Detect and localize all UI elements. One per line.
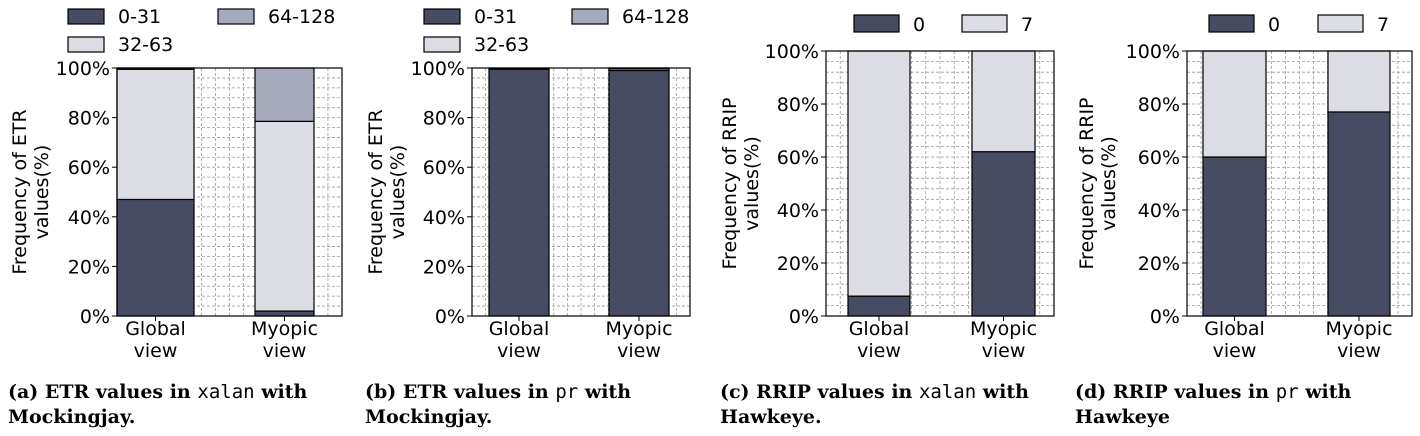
legend-swatch-7 [961,14,1008,33]
y-tick-label: 0% [80,306,110,328]
bar-segment-0-0 [1202,156,1267,317]
caption-c-text: (c) RRIP values in [720,381,919,403]
y-tick-label: 20% [777,253,819,275]
y-tick-label: 0% [1150,306,1180,328]
plot-frame [471,67,691,317]
caption-b-text: (b) ETR values in [365,381,556,403]
plot-frame [825,50,1055,317]
y-tick-label: 80% [1138,94,1180,116]
legend-label-7: 7 [1377,14,1389,36]
bar-segment-0-31-0 [488,68,550,317]
legend-swatch-64-128 [571,8,609,25]
chart-panel-1: Global view Myopic view 0% 20% 40% 60% 80% 100% Fr… [365,6,691,362]
legend-swatch-0 [1208,14,1255,33]
caption-a: (a) ETR values in xalan with Mockingjay. [8,380,338,430]
bar-segment-64-128-1 [254,67,315,122]
caption-a-text: (a) ETR values in [8,381,198,403]
y-tick-label: 60% [68,157,110,179]
caption-d-rest: with Hawkeye [1075,381,1352,428]
y-tick-label: 100% [56,58,110,80]
caption-c-code: xalan [918,381,977,403]
plot-frame [116,67,343,317]
y-tick-label: 40% [68,207,110,229]
chart-panel-3: Global view Myopic view 0% 20% 40% 60% 80% 100% Fr… [1076,14,1413,362]
plot-frame [1186,50,1413,317]
y-axis-label: Frequency of RRIPvalues(%) [1076,97,1120,269]
legend-swatch-32-63 [67,36,105,53]
y-tick-label: 100% [411,58,465,80]
legend-label-0: 0 [913,14,925,36]
bar-segment-32-63-1 [254,120,315,312]
legend-swatch-0-31 [423,8,461,25]
legend-label-0: 0 [1268,14,1280,36]
y-tick-label: 60% [423,157,465,179]
chart-panel-2: Global view Myopic view 0% 20% 40% 60% 80% 100% Fr… [719,14,1055,362]
y-tick-label: 60% [777,147,819,169]
legend-label-7: 7 [1021,14,1033,36]
legend-label-32-63: 32-63 [474,34,529,56]
caption-c: (c) RRIP values in xalan with Hawkeye. [720,380,1050,430]
x-tick-label: Global view [125,318,186,362]
x-tick-label: Myopic view [970,318,1037,362]
legend-swatch-0-31 [67,8,105,25]
caption-a-rest: with Mockingjay. [8,381,308,428]
y-tick-label: 100% [1126,41,1180,63]
caption-b-rest: with Mockingjay. [365,381,632,428]
x-tick-label: Global view [849,318,910,362]
x-tick-label: Global view [489,318,550,362]
y-tick-label: 40% [777,200,819,222]
y-tick-label: 20% [1138,253,1180,275]
caption-b-code: pr [555,381,579,403]
legend-swatch-32-63 [423,36,461,53]
y-tick-label: 40% [1138,200,1180,222]
legend-label-64-128: 64-128 [622,6,689,28]
y-tick-label: 80% [777,94,819,116]
caption-c-rest: with Hawkeye. [720,381,1029,428]
bar-segment-7-0 [1202,50,1267,158]
y-axis-label: Frequency of ETRvalues(%) [9,109,53,274]
y-tick-label: 0% [789,306,819,328]
y-axis-label: Frequency of RRIPvalues(%) [719,97,763,269]
x-tick-label: Myopic view [1325,318,1392,362]
caption-d-code: pr [1275,381,1299,403]
bar-segment-7-0 [847,50,911,297]
bar-segment-0-31-1 [254,310,315,317]
legend-swatch-7 [1317,14,1364,33]
legend-label-64-128: 64-128 [268,6,335,28]
legend-label-32-63: 32-63 [118,34,173,56]
x-tick-label: Global view [1204,318,1265,362]
bar-segment-32-63-0 [116,68,195,201]
legend-label-0-31: 0-31 [118,6,161,28]
y-tick-label: 0% [435,306,465,328]
x-tick-label: Myopic view [251,318,318,362]
bar-segment-0-31-0 [116,198,195,317]
y-tick-label: 80% [68,108,110,130]
bar-segment-0-31-1 [608,69,670,317]
y-tick-label: 100% [765,41,819,63]
bar-segment-7-1 [1327,50,1391,113]
bar-segment-7-1 [971,50,1036,153]
y-tick-label: 80% [423,108,465,130]
caption-a-code: xalan [197,381,255,403]
legend-swatch-64-128 [217,8,255,25]
x-tick-label: Myopic view [605,318,672,362]
caption-b: (b) ETR values in pr with Mockingjay. [365,380,695,430]
y-axis-label: Frequency of ETRvalues(%) [365,109,409,274]
caption-d: (d) RRIP values in pr with Hawkeye [1075,380,1405,430]
bar-segment-0-0 [847,295,911,317]
bar-segment-0-1 [971,151,1036,317]
legend-label-0-31: 0-31 [474,6,517,28]
y-tick-label: 60% [1138,147,1180,169]
y-tick-label: 20% [423,256,465,278]
y-tick-label: 20% [68,256,110,278]
y-tick-label: 40% [423,207,465,229]
chart-panel-0: Global view Myopic view 0% 20% 40% 60% 80% 100% Fr… [9,6,343,362]
bar-segment-0-1 [1327,111,1391,317]
caption-d-text: (d) RRIP values in [1075,381,1276,403]
legend-swatch-0 [853,14,900,33]
